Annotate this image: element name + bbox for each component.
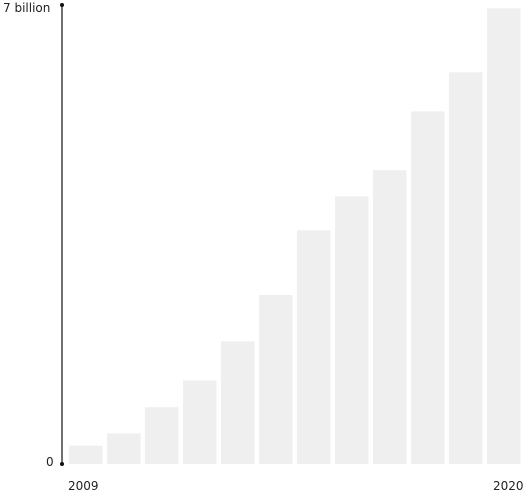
bar-2009	[69, 445, 103, 464]
bars-layer	[69, 8, 521, 465]
bar-2016	[335, 196, 369, 464]
bar-2010	[107, 433, 141, 464]
bar-2014	[259, 294, 293, 464]
bar-2015	[297, 230, 331, 464]
x-last-label: 2020	[493, 479, 524, 493]
bar-2018	[411, 111, 445, 465]
y-max-label: 7 billion	[3, 1, 50, 15]
bar-2012	[183, 380, 217, 464]
x-first-label: 2009	[68, 479, 99, 493]
y-axis-bottom-dot	[60, 462, 64, 466]
bar-2017	[373, 170, 407, 464]
y-axis-top-dot	[60, 3, 64, 7]
y-min-label: 0	[46, 455, 54, 469]
bar-2020	[487, 8, 521, 465]
bar-2019	[449, 72, 483, 464]
bar-2013	[221, 341, 255, 464]
bar-2011	[145, 407, 179, 464]
